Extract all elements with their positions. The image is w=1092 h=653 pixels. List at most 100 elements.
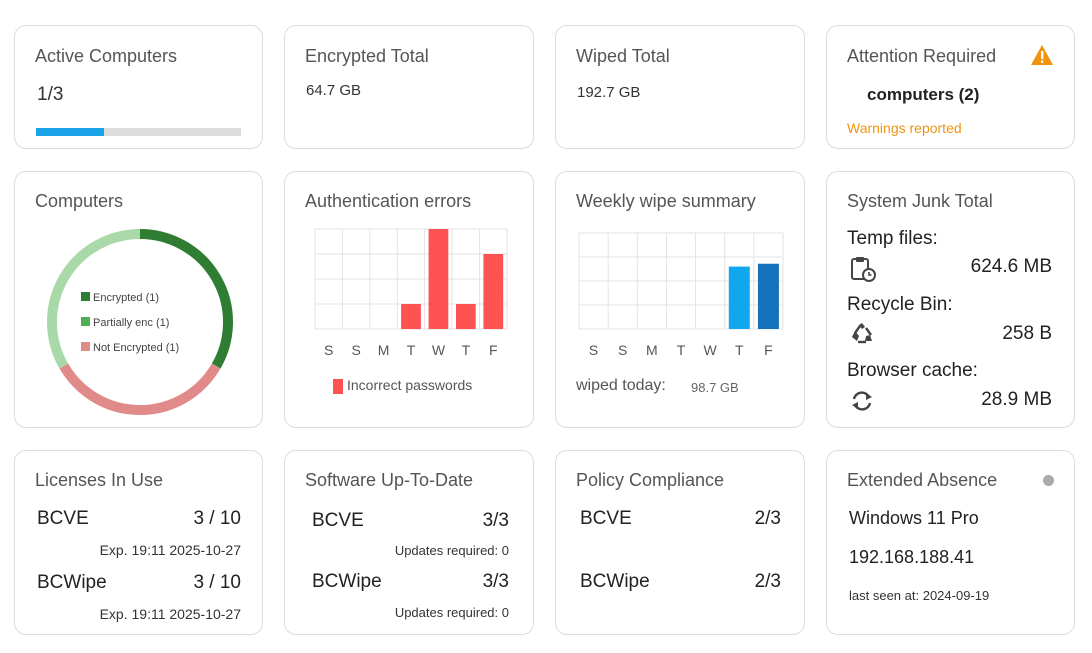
policy-value: 2/3 (754, 508, 781, 529)
license-value: 3 / 10 (193, 508, 241, 529)
card-title: Encrypted Total (305, 46, 429, 66)
bar-F-6[interactable] (757, 263, 779, 329)
license-name: BCWipe (37, 572, 107, 593)
policy-name: BCVE (580, 508, 632, 529)
card-title: Policy Compliance (576, 470, 725, 490)
card-title: Weekly wipe summary (576, 191, 756, 211)
junk-cache-label: Browser cache: (847, 360, 978, 381)
software-value: 3/3 (482, 571, 509, 592)
policy-value: 2/3 (754, 571, 781, 592)
legend-label: Partially enc (1) (93, 317, 170, 329)
bar-F-6[interactable] (483, 254, 504, 329)
legend-label: Not Encrypted (1) (93, 342, 180, 354)
donut-slice-partially[interactable] (47, 229, 141, 369)
card-title: System Junk Total (847, 191, 993, 211)
card-title: Wiped Total (576, 46, 670, 66)
wiped-total-card[interactable]: Wiped Total 192.7 GB (555, 25, 805, 149)
active-computers-card[interactable]: Active Computers 1/3 (14, 25, 263, 149)
software-name: BCVE (312, 510, 364, 531)
bar-W-4[interactable] (428, 229, 449, 329)
software-note: Updates required: 0 (394, 605, 509, 620)
absence-os: Windows 11 Pro (849, 508, 979, 528)
legend-label: Incorrect passwords (347, 377, 473, 393)
license-value: 3 / 10 (193, 572, 241, 593)
bar-T-5[interactable] (728, 266, 750, 329)
software-card[interactable]: Software Up-To-Date BCVE 3/3 Updates req… (284, 450, 534, 635)
software-value: 3/3 (482, 510, 509, 531)
tick-label: S (589, 342, 598, 358)
licenses-card[interactable]: Licenses In Use BCVE 3 / 10 Exp. 19:11 2… (14, 450, 263, 635)
bar-T-3[interactable] (401, 304, 421, 329)
clipboard-clock-icon (851, 257, 876, 282)
tick-label: T (735, 342, 744, 358)
policy-card[interactable]: Policy Compliance BCVE 2/3 BCWipe 2/3 (555, 450, 805, 635)
legend-item-partially: Partially enc (1) (81, 311, 179, 336)
card-title: Authentication errors (305, 191, 472, 211)
tick-label: T (407, 342, 416, 358)
bar-T-5[interactable] (455, 304, 476, 329)
donut-slice-not-encrypted[interactable] (59, 363, 221, 415)
tick-label: M (378, 342, 390, 358)
legend-swatch (333, 378, 343, 394)
junk-recycle-value: 258 B (1002, 323, 1052, 344)
junk-temp-label: Temp files: (847, 228, 938, 249)
active-computers-value: 1/3 (37, 84, 64, 105)
attention-card[interactable]: Attention Required computers (2) Warning… (826, 25, 1075, 149)
status-dot (1043, 475, 1054, 486)
refresh-icon (852, 391, 872, 411)
warning-icon (1031, 45, 1053, 65)
absence-ip: 192.168.188.41 (849, 547, 975, 567)
computers-chart-card[interactable]: Computers Encrypted (1) Partially enc (1… (14, 171, 263, 428)
extended-absence-card[interactable]: Extended Absence Windows 11 Pro 192.168.… (826, 450, 1075, 635)
junk-recycle-label: Recycle Bin: (847, 294, 953, 315)
progress-bar (36, 128, 241, 136)
system-junk-card[interactable]: System Junk Total Temp files: 624.6 MB R… (826, 171, 1075, 428)
donut-slice-encrypted[interactable] (139, 229, 233, 369)
encrypted-total-card[interactable]: Encrypted Total 64.7 GB (284, 25, 534, 149)
legend-label: Encrypted (1) (93, 292, 160, 304)
donut-legend: Encrypted (1) Partially enc (1) Not Encr… (81, 286, 179, 361)
card-title: Attention Required (847, 46, 997, 66)
tick-label: W (432, 342, 446, 358)
tick-label: S (351, 342, 360, 358)
tick-label: T (462, 342, 471, 358)
wiped-today-value: 98.7 GB (691, 380, 739, 395)
computers-donut-chart (47, 229, 233, 415)
tick-label: S (324, 342, 333, 358)
policy-name: BCWipe (580, 571, 650, 592)
encrypted-total-value: 64.7 GB (306, 82, 362, 99)
absence-last-seen: last seen at: 2024-09-19 (849, 588, 990, 603)
tick-label: F (489, 342, 498, 358)
progress-bar-fill (36, 128, 105, 136)
license-expiry: Exp. 19:11 2025-10-27 (99, 542, 241, 558)
wiped-today-label: wiped today: (576, 377, 666, 394)
weekly-wipe-card[interactable]: Weekly wipe summary S S M T W T F wiped today:… (555, 171, 805, 428)
tick-label: M (646, 342, 658, 358)
recycle-icon (852, 323, 872, 344)
attention-computers-link[interactable]: computers (2) (867, 85, 980, 104)
legend-swatch (81, 342, 90, 351)
license-expiry: Exp. 19:11 2025-10-27 (99, 606, 241, 622)
card-title: Extended Absence (847, 470, 998, 490)
card-title: Software Up-To-Date (305, 470, 474, 490)
legend-swatch (81, 317, 90, 326)
legend-item-not-encrypted: Not Encrypted (1) (81, 336, 179, 361)
tick-label: F (764, 342, 773, 358)
wiped-total-value: 192.7 GB (577, 84, 641, 101)
tick-label: W (704, 342, 718, 358)
tick-label: T (677, 342, 686, 358)
auth-legend: Incorrect passwords (333, 377, 472, 394)
card-title: Computers (35, 191, 124, 211)
card-title: Licenses In Use (35, 470, 164, 490)
software-name: BCWipe (312, 571, 382, 592)
attention-note: Warnings reported (847, 120, 962, 136)
card-title: Active Computers (35, 46, 178, 66)
tick-label: S (618, 342, 627, 358)
junk-cache-value: 28.9 MB (981, 389, 1052, 410)
junk-temp-value: 624.6 MB (970, 256, 1052, 277)
legend-swatch (81, 292, 90, 301)
license-name: BCVE (37, 508, 89, 529)
